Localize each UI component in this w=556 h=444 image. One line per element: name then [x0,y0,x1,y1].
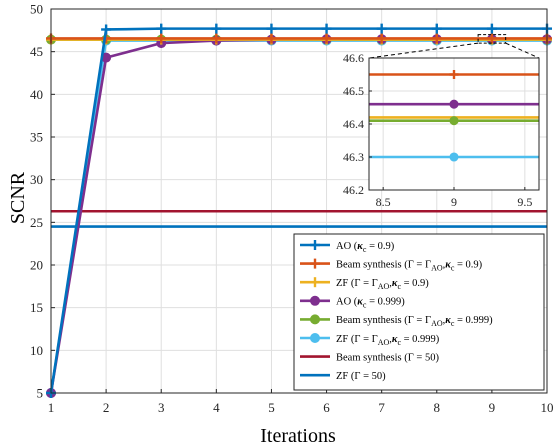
data-point [266,33,277,44]
legend-label: Beam synthesis (Γ = 50) [336,352,439,363]
inset-data-point [449,116,459,126]
inset-y-tick-label: 46.6 [343,51,364,65]
inset-y-tick-label: 46.2 [343,183,364,197]
x-tick-label: 8 [434,400,441,415]
plot-frame [50,8,548,394]
y-axis-label: SCNR [7,171,29,224]
data-point [486,33,497,44]
legend-swatch-marker [310,258,320,269]
legend-entry: ZF (Γ = ΓAO,κc = 0.999) [300,333,440,347]
inset-data-point [449,70,459,79]
zoom-region-box [477,34,507,44]
x-tick-label: 6 [323,400,330,415]
y-tick-label: 25 [30,215,43,230]
data-point [211,23,222,34]
series-1 [46,33,552,44]
x-tick-label: 1 [48,400,55,415]
data-point [431,23,442,34]
legend-box [293,233,545,391]
y-tick-label: 5 [37,386,44,401]
legend-label: ZF (Γ = 50) [336,371,386,382]
legend-swatch-marker [310,333,320,343]
inset-y-tick-label: 46.5 [343,84,364,98]
x-tick-label: 3 [158,400,165,415]
legend-entry: Beam synthesis (Γ = ΓAO,κc = 0.9) [300,258,483,272]
legend-entry: Beam synthesis (Γ = ΓAO,κc = 0.999) [300,314,493,328]
data-point [321,33,332,44]
legend-entry: AO (κc = 0.9) [300,240,395,254]
x-tick-label: 7 [378,400,385,415]
data-point [486,23,497,34]
x-tick-label: 9 [489,400,496,415]
x-tick-label: 2 [103,400,110,415]
legend-label: ZF (Γ = ΓAO,κc = 0.9) [336,278,429,291]
y-tick-label: 15 [30,300,43,315]
y-tick-label: 45 [30,44,43,59]
y-tick-label: 50 [30,2,43,17]
data-point [211,33,222,44]
data-point [156,33,167,44]
data-point [156,23,167,34]
legend-entry: Beam synthesis (Γ = 50) [300,352,439,363]
y-tick-label: 35 [30,130,43,145]
x-tick-label: 4 [213,400,220,415]
data-point [101,24,112,35]
legend-label: Beam synthesis (Γ = ΓAO,κc = 0.999) [336,315,493,328]
legend-entry: ZF (Γ = 50) [300,371,386,382]
legend-label: ZF (Γ = ΓAO,κc = 0.999) [336,334,440,347]
inset-series-4 [369,152,539,162]
inset-x-tick-label: 9.5 [517,195,532,209]
inset-zoom-plot: 8.5 9 9.5 46.2 46.3 46.4 46.5 46.6 [343,34,540,209]
data-point [266,23,277,34]
y-tick-label: 30 [30,172,43,187]
x-tick-label: 10 [541,400,554,415]
data-point [376,33,387,44]
x-axis-label: Iterations [260,425,336,444]
legend-label: AO (κc = 0.999) [336,297,405,310]
data-point [431,33,442,44]
inset-series-0 [369,70,539,79]
inset-x-tick-label: 9 [451,195,457,209]
y-tick-label: 40 [30,87,43,102]
legend: AO (κc = 0.9) Beam synthesis (Γ = ΓAO,κc … [293,233,545,391]
series-line [49,27,547,394]
legend-entry: ZF (Γ = ΓAO,κc = 0.9) [300,277,429,291]
series-group [46,23,552,398]
inset-data-point [449,99,459,109]
data-point [376,23,387,34]
inset-frame [368,57,540,191]
inset-series-3 [369,116,539,126]
inset-x-tick-label: 8.5 [376,195,391,209]
inset-y-tick-label: 46.3 [343,150,364,164]
zoom-connector-right [505,42,540,59]
inset-series-1 [369,99,539,109]
legend-swatch-marker [310,314,320,325]
legend-label: AO (κc = 0.9) [336,241,395,254]
inset-data-point [449,152,459,162]
data-point [321,23,332,34]
legend-swatch-marker [310,277,320,288]
inset-y-tick-label: 46.4 [343,117,364,131]
legend-label: Beam synthesis (Γ = ΓAO,κc = 0.9) [336,259,483,272]
zoom-connector-left [368,42,479,59]
legend-entry: AO (κc = 0.999) [300,295,405,310]
x-tick-label: 5 [268,400,275,415]
legend-swatch-marker [310,295,320,306]
y-tick-label: 10 [30,343,43,358]
legend-swatch-marker [310,240,320,250]
y-tick-label: 20 [30,258,43,273]
